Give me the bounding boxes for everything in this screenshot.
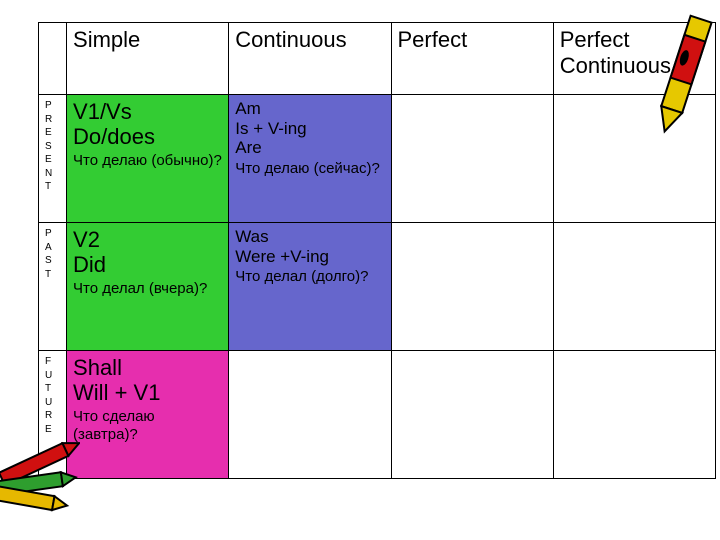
cell-future-2 [391, 351, 553, 479]
cell-past-1: WasWere +V-ing Что делал (долго)? [229, 223, 391, 351]
row-header-future: FUTURE [39, 351, 67, 479]
col-header-continuous: Continuous [229, 23, 391, 95]
col-header-simple: Simple [67, 23, 229, 95]
cell-main: V2Did [73, 227, 222, 278]
cell-sub: Что делал (вчера)? [73, 280, 222, 299]
row-header-present: PRESENT [39, 95, 67, 223]
cell-sub: Что сделаю (завтра)? [73, 408, 222, 446]
cell-sub: Что делаю (обычно)? [73, 152, 222, 171]
cell-present-2 [391, 95, 553, 223]
cell-sub: Что делаю (сейчас)? [235, 160, 384, 179]
row-header-past: PAST [39, 223, 67, 351]
cell-present-0: V1/VsDo/does Что делаю (обычно)? [67, 95, 229, 223]
row-future: FUTUREShallWill + V1Что сделаю (завтра)? [39, 351, 716, 479]
cell-past-0: V2Did Что делал (вчера)? [67, 223, 229, 351]
cell-main: WasWere +V-ing [235, 227, 384, 266]
cell-main: ShallWill + V1 [73, 355, 222, 406]
cell-present-1: AmIs + V-ingAre Что делаю (сейчас)? [229, 95, 391, 223]
col-header-perfect: Perfect [391, 23, 553, 95]
cell-main: AmIs + V-ingAre [235, 99, 384, 158]
col-header-perfect-continuous: Perfect Continuous [553, 23, 715, 95]
row-past: PASTV2Did Что делал (вчера)? WasWere +V-in… [39, 223, 716, 351]
cell-past-3 [553, 223, 715, 351]
header-row: Simple Continuous Perfect Perfect Contin… [39, 23, 716, 95]
cell-main: V1/VsDo/does [73, 99, 222, 150]
cell-future-3 [553, 351, 715, 479]
row-present: PRESENTV1/VsDo/does Что делаю (обычно)? Am… [39, 95, 716, 223]
cell-present-3 [553, 95, 715, 223]
cell-past-2 [391, 223, 553, 351]
corner-cell [39, 23, 67, 95]
tenses-table: Simple Continuous Perfect Perfect Contin… [38, 22, 716, 479]
cell-future-1 [229, 351, 391, 479]
cell-future-0: ShallWill + V1Что сделаю (завтра)? [67, 351, 229, 479]
cell-sub: Что делал (долго)? [235, 268, 384, 287]
